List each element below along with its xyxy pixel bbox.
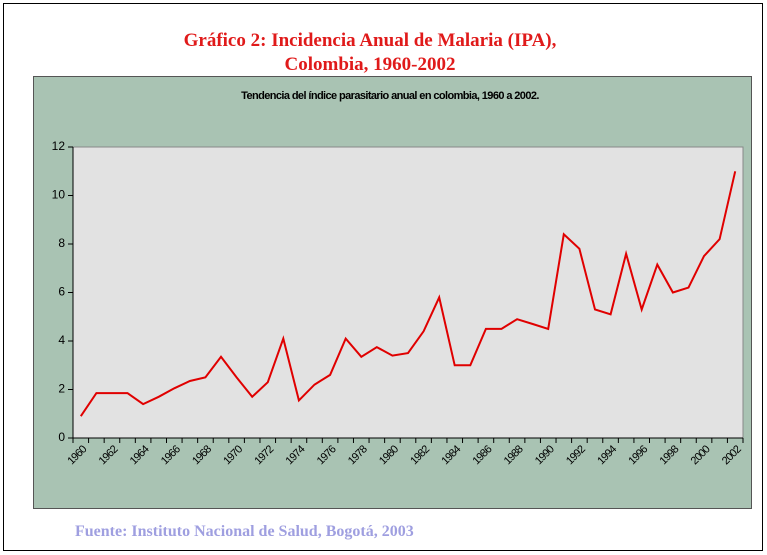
source: Fuente: Instituto Nacional de Salud, Bog… [75,523,414,540]
y-tick-label: 2 [58,382,65,396]
y-tick-label: 4 [58,333,65,347]
data-line [79,171,737,417]
y-tick-label: 12 [52,139,66,153]
y-tick-label: 0 [58,430,65,444]
chart-title: Gráfico 2: Incidencia Anual de Malaria (… [184,30,557,51]
y-tick-label: 6 [58,285,65,299]
chart-title: Colombia, 1960-2002 [285,54,456,75]
chart-subtitle: Tendencia del índice parasitario anual e… [241,90,539,102]
y-tick-label: 10 [52,188,66,202]
plot-area [72,146,744,439]
y-tick-label: 8 [58,236,65,250]
